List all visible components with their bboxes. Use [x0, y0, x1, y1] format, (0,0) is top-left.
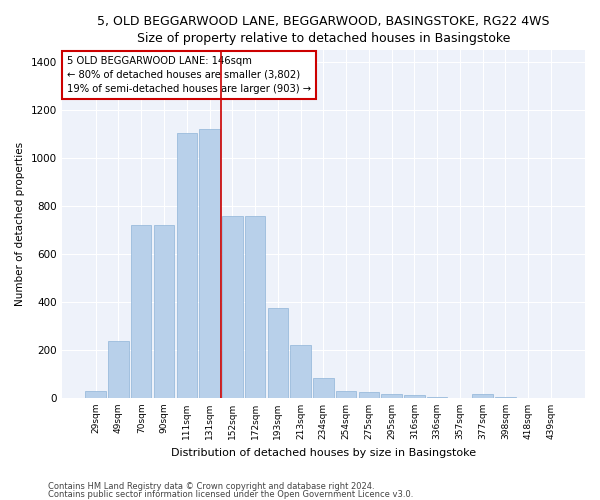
- Bar: [427, 396, 448, 398]
- Bar: [382, 394, 402, 398]
- Bar: [313, 378, 334, 398]
- Bar: [290, 345, 311, 398]
- X-axis label: Distribution of detached houses by size in Basingstoke: Distribution of detached houses by size …: [171, 448, 476, 458]
- Text: 5 OLD BEGGARWOOD LANE: 146sqm
← 80% of detached houses are smaller (3,802)
19% o: 5 OLD BEGGARWOOD LANE: 146sqm ← 80% of d…: [67, 56, 311, 94]
- Bar: [472, 394, 493, 398]
- Title: 5, OLD BEGGARWOOD LANE, BEGGARWOOD, BASINGSTOKE, RG22 4WS
Size of property relat: 5, OLD BEGGARWOOD LANE, BEGGARWOOD, BASI…: [97, 15, 550, 45]
- Bar: [359, 392, 379, 398]
- Text: Contains HM Land Registry data © Crown copyright and database right 2024.: Contains HM Land Registry data © Crown c…: [48, 482, 374, 491]
- Bar: [336, 390, 356, 398]
- Bar: [199, 130, 220, 398]
- Bar: [85, 391, 106, 398]
- Bar: [176, 133, 197, 398]
- Bar: [154, 226, 174, 398]
- Bar: [245, 216, 265, 398]
- Bar: [108, 341, 129, 398]
- Bar: [404, 395, 425, 398]
- Bar: [222, 216, 242, 398]
- Bar: [131, 226, 151, 398]
- Text: Contains public sector information licensed under the Open Government Licence v3: Contains public sector information licen…: [48, 490, 413, 499]
- Y-axis label: Number of detached properties: Number of detached properties: [15, 142, 25, 306]
- Bar: [268, 308, 288, 398]
- Bar: [495, 396, 515, 398]
